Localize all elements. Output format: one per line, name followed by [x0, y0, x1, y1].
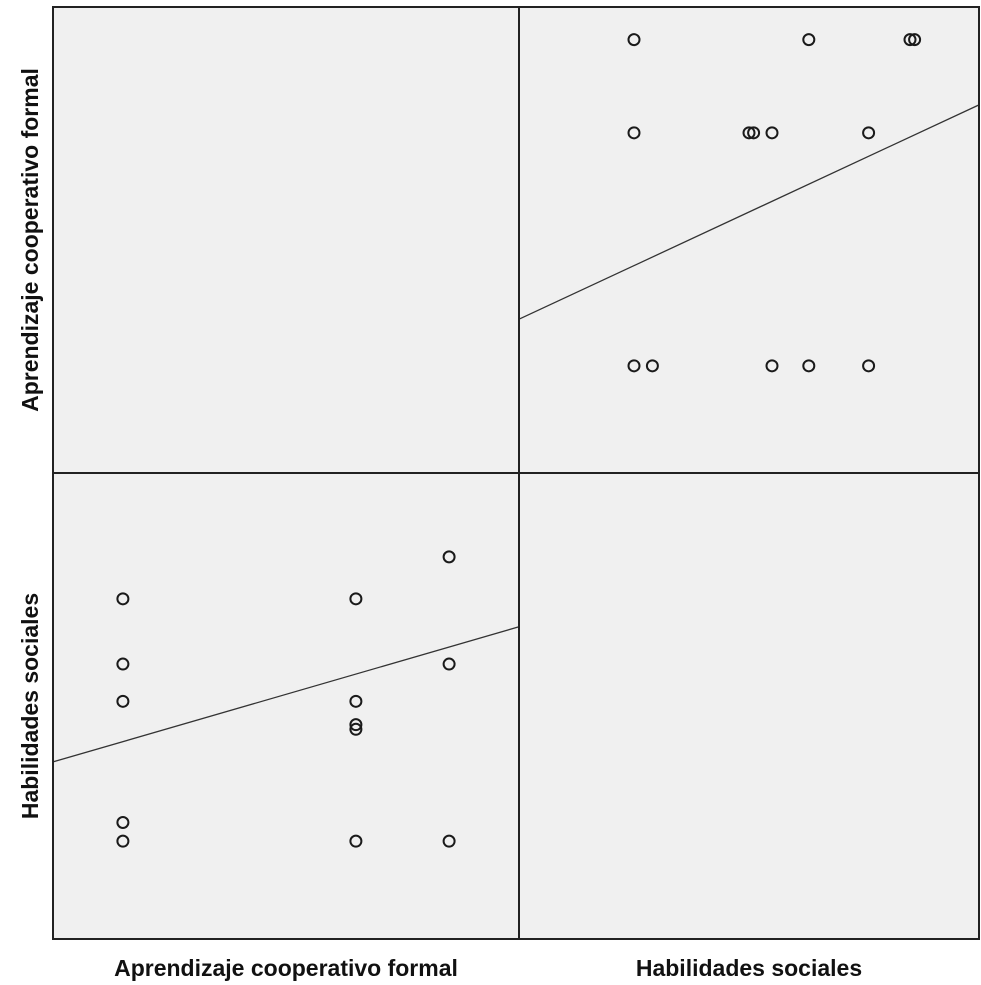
scatter-point: [627, 359, 641, 373]
scatter-point: [747, 126, 761, 140]
x-axis-label-right: Habilidades sociales: [636, 955, 862, 981]
scatter-point: [116, 657, 130, 671]
scatter-point: [765, 126, 779, 140]
fit-line: [52, 626, 520, 763]
scatter-point: [742, 126, 756, 140]
y-axis-label-top: Aprendizaje cooperativo formal: [17, 68, 43, 412]
scatter-point: [765, 359, 779, 373]
scatter-point: [349, 718, 363, 732]
scatter-point: [349, 834, 363, 848]
scatter-point: [349, 722, 363, 736]
scatter-point: [862, 126, 876, 140]
y-axis-label-bottom: Habilidades sociales: [17, 593, 43, 819]
scatter-point: [116, 694, 130, 708]
scatter-point: [116, 816, 130, 829]
scatter-point: [442, 834, 456, 848]
scatter-point: [349, 592, 363, 606]
panel-acf-vs-hs: [518, 33, 980, 373]
x-axis-label-left: Aprendizaje cooperativo formal: [114, 955, 458, 981]
scatter-point: [908, 33, 922, 47]
scatter-point: [627, 126, 641, 140]
fit-line: [518, 104, 980, 320]
scatter-point: [442, 657, 456, 671]
scatter-point: [116, 592, 130, 606]
panel-hs-vs-acf: [52, 550, 520, 848]
scatter-point: [802, 359, 816, 373]
scatter-point: [116, 834, 130, 848]
scatter-point: [802, 33, 816, 47]
scatter-point: [442, 550, 456, 564]
scatter-point: [903, 33, 917, 47]
scatter-point: [862, 359, 876, 373]
scatter-point: [349, 694, 363, 708]
scatter-point: [627, 33, 641, 47]
scatter-point: [645, 359, 659, 373]
